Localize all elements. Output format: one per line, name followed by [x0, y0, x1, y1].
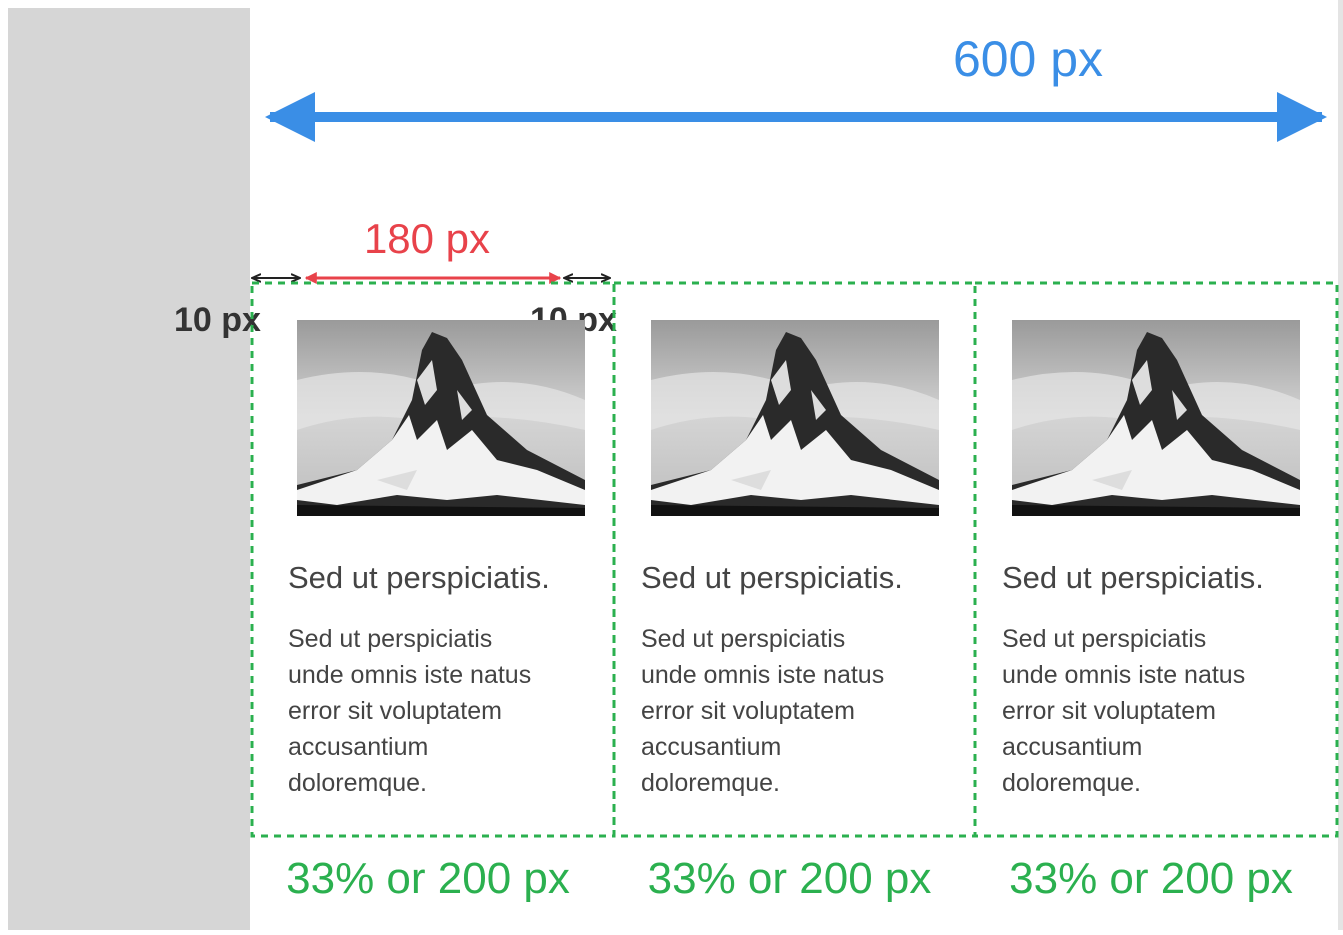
- card-body-line: doloremque.: [641, 769, 780, 797]
- card-body-line: doloremque.: [288, 769, 427, 797]
- diagram: 600 px 180 px 10 px 10 px Sed ut perspic…: [0, 0, 1343, 930]
- card-body-line: error sit voluptatem: [641, 697, 855, 725]
- cards: Sed ut perspiciatis. Sed ut perspiciatis u…: [252, 283, 1337, 903]
- width-label: 600 px: [953, 31, 1103, 87]
- card-body-line: accusantium: [1002, 733, 1142, 761]
- card-title: Sed ut perspiciatis.: [288, 560, 550, 595]
- card-body-line: doloremque.: [1002, 769, 1141, 797]
- card-body-line: error sit voluptatem: [1002, 697, 1216, 725]
- card-image: [1012, 320, 1300, 516]
- card-title: Sed ut perspiciatis.: [1002, 560, 1264, 595]
- card-image: [297, 320, 585, 516]
- card-body-line: unde omnis iste natus: [1002, 661, 1245, 689]
- card-width-label: 33% or 200 px: [648, 854, 932, 903]
- card-body-line: Sed ut perspiciatis: [288, 625, 492, 653]
- card-body-line: unde omnis iste natus: [641, 661, 884, 689]
- margin-label: 10 px: [174, 301, 261, 339]
- card-body-line: Sed ut perspiciatis: [641, 625, 845, 653]
- card-body-line: accusantium: [288, 733, 428, 761]
- card-width-label: 33% or 200 px: [1009, 854, 1293, 903]
- right-edge: [1338, 0, 1343, 930]
- image-width-label: 180 px: [364, 215, 490, 262]
- card-image: [651, 320, 939, 516]
- card-body-line: error sit voluptatem: [288, 697, 502, 725]
- card-width-label: 33% or 200 px: [286, 854, 570, 903]
- sidebar: [8, 8, 250, 930]
- card-body-line: accusantium: [641, 733, 781, 761]
- card-body-line: unde omnis iste natus: [288, 661, 531, 689]
- card-body-line: Sed ut perspiciatis: [1002, 625, 1206, 653]
- card-title: Sed ut perspiciatis.: [641, 560, 903, 595]
